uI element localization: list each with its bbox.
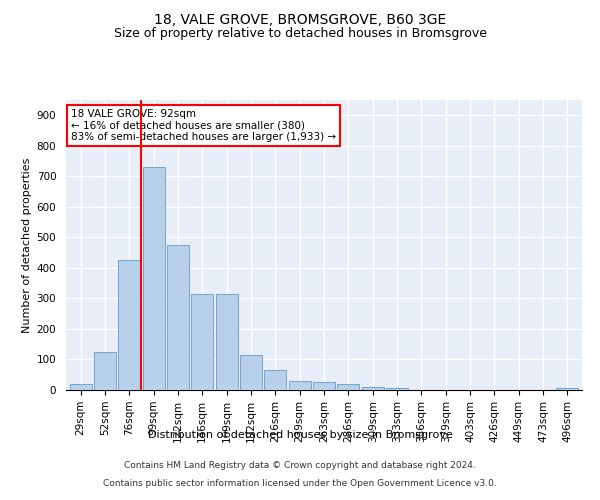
Bar: [191, 294, 213, 390]
Text: 18 VALE GROVE: 92sqm
← 16% of detached houses are smaller (380)
83% of semi-deta: 18 VALE GROVE: 92sqm ← 16% of detached h…: [71, 108, 336, 142]
Bar: [118, 260, 140, 390]
Bar: [289, 381, 311, 390]
Bar: [94, 352, 116, 390]
Bar: [362, 387, 383, 390]
Bar: [386, 388, 408, 390]
Bar: [215, 294, 238, 390]
Text: 18, VALE GROVE, BROMSGROVE, B60 3GE: 18, VALE GROVE, BROMSGROVE, B60 3GE: [154, 12, 446, 26]
Bar: [265, 370, 286, 390]
Text: Distribution of detached houses by size in Bromsgrove: Distribution of detached houses by size …: [148, 430, 452, 440]
Y-axis label: Number of detached properties: Number of detached properties: [22, 158, 32, 332]
Bar: [240, 355, 262, 390]
Bar: [70, 384, 92, 390]
Bar: [556, 388, 578, 390]
Text: Size of property relative to detached houses in Bromsgrove: Size of property relative to detached ho…: [113, 28, 487, 40]
Text: Contains public sector information licensed under the Open Government Licence v3: Contains public sector information licen…: [103, 478, 497, 488]
Text: Contains HM Land Registry data © Crown copyright and database right 2024.: Contains HM Land Registry data © Crown c…: [124, 461, 476, 470]
Bar: [167, 245, 189, 390]
Bar: [313, 382, 335, 390]
Bar: [337, 384, 359, 390]
Bar: [143, 167, 164, 390]
